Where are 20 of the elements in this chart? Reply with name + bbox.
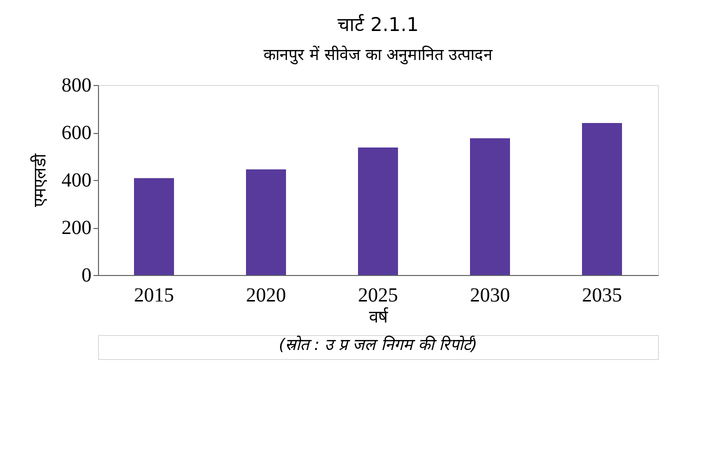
bar bbox=[134, 178, 174, 275]
y-tick-label: 600 bbox=[62, 122, 92, 144]
x-tick-label: 2035 bbox=[582, 284, 622, 306]
y-axis-title: एमएलडी bbox=[30, 153, 50, 207]
chart-subtitle: कानपुर में सीवेज का अनुमानित उत्पादन bbox=[263, 45, 494, 65]
chart-title: चार्ट 2.1.1 bbox=[337, 13, 419, 36]
bar bbox=[582, 123, 622, 275]
x-axis-title: वर्ष bbox=[369, 306, 389, 328]
y-tick-label: 200 bbox=[62, 217, 92, 239]
x-tick-label: 2030 bbox=[470, 284, 510, 306]
y-tick-label: 800 bbox=[62, 74, 92, 96]
bar bbox=[358, 147, 398, 275]
text: (स्रोत : उ प्र जल निगम की रिपोर्ट) bbox=[278, 335, 478, 354]
x-tick-label: 2020 bbox=[246, 284, 286, 306]
bar bbox=[470, 138, 510, 275]
y-tick-label: 400 bbox=[62, 170, 92, 192]
bar bbox=[246, 169, 286, 275]
y-tick-label: 0 bbox=[82, 264, 92, 286]
x-tick-label: 2015 bbox=[134, 284, 174, 306]
x-tick-label: 2025 bbox=[358, 284, 398, 306]
